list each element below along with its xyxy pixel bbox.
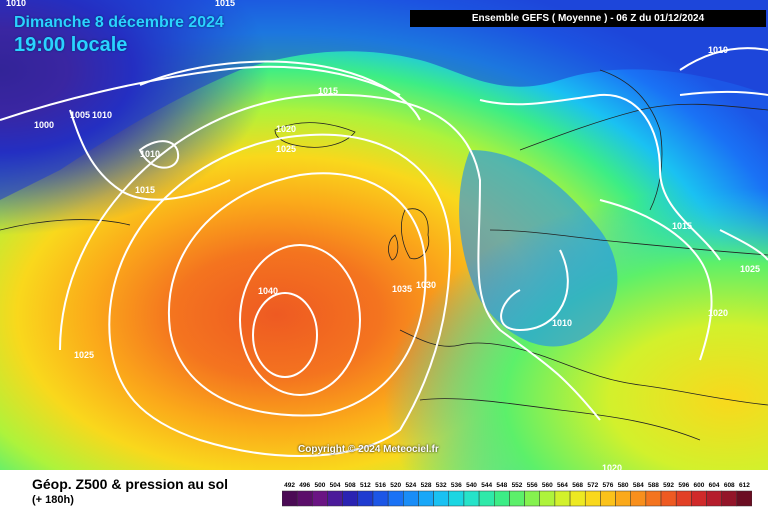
copyright-notice: Copyright © 2024 Meteociel.fr: [298, 444, 439, 455]
legend-swatch: [615, 490, 631, 507]
legend-swatch: [312, 490, 328, 507]
legend-swatch: [327, 490, 343, 507]
legend-swatch: [721, 490, 738, 507]
legend-swatch: [372, 490, 389, 507]
isobars: [0, 47, 768, 457]
forecast-date: Dimanche 8 décembre 2024: [14, 14, 224, 31]
legend-swatch: [387, 490, 404, 507]
legend-swatch: [569, 490, 586, 507]
legend-label: 592: [663, 482, 674, 489]
legend-swatch: [554, 490, 571, 507]
isobar-label: 1000: [34, 120, 54, 130]
isobar-label: 1020: [602, 463, 622, 470]
legend-swatch: [736, 490, 752, 507]
legend-label: 496: [299, 482, 310, 489]
legend-swatch: [463, 490, 480, 507]
legend-swatch: [494, 490, 510, 507]
isobar-labels: 1010 1015 1000 1005 1010 1010 1015 1015 …: [6, 0, 760, 470]
model-run-label: Ensemble GEFS ( Moyenne ) - 06 Z du 01/1…: [410, 10, 766, 27]
isobar-label: 1040: [258, 286, 278, 296]
legend-label: 508: [345, 482, 356, 489]
legend-label: 556: [527, 482, 538, 489]
legend-label: 608: [724, 482, 735, 489]
legend-label: 552: [512, 482, 523, 489]
isobar-label: 1010: [6, 0, 26, 8]
isobar-label: 1015: [135, 185, 155, 195]
legend-label: 536: [451, 482, 462, 489]
legend-swatch: [524, 490, 540, 507]
northern-trough: [0, 0, 768, 200]
legend-label: 596: [678, 482, 689, 489]
legend-swatch: [675, 490, 692, 507]
isobar-label: 1005: [70, 110, 90, 120]
legend-swatch: [584, 490, 601, 507]
legend-label: 612: [739, 482, 750, 489]
isobar-label: 1015: [318, 86, 338, 96]
legend-label: 540: [466, 482, 477, 489]
legend-label: 568: [572, 482, 583, 489]
legend-label: 564: [557, 482, 568, 489]
europe-trough: [459, 150, 618, 347]
isobar-label: 1035: [392, 284, 412, 294]
legend-swatch: [539, 490, 556, 507]
forecast-range: (+ 180h): [32, 494, 74, 506]
legend-label: 500: [314, 482, 325, 489]
isobar-label: 1020: [708, 308, 728, 318]
legend-swatch: [357, 490, 374, 507]
legend-swatch: [418, 490, 434, 507]
map-title: Géop. Z500 & pression au sol: [32, 476, 229, 492]
legend-label: 572: [587, 482, 598, 489]
legend-swatch: [509, 490, 525, 507]
legend-swatch: [691, 490, 707, 507]
legend-label: 576: [603, 482, 614, 489]
isobar-label: 1015: [672, 221, 692, 231]
isobar-label: 1015: [215, 0, 235, 8]
legend-swatch: [296, 490, 313, 507]
color-legend: 492 496 500 504 508 512 516 520 524 528 532 536 540 5…: [282, 482, 752, 507]
forecast-time: 19:00 locale: [14, 34, 128, 56]
isobar-label: 1030: [416, 280, 436, 290]
isobar-label: 1010: [92, 110, 112, 120]
legend-swatch: [342, 490, 359, 507]
legend-swatch: [600, 490, 616, 507]
legend-swatch: [630, 490, 647, 507]
legend-label: 524: [405, 482, 416, 489]
isobar-label: 1020: [276, 124, 296, 134]
isobar-label: 1010: [552, 318, 572, 328]
legend-swatch: [706, 490, 722, 507]
legend-label: 532: [436, 482, 447, 489]
legend-swatch: [645, 490, 662, 507]
isobar-label: 1025: [74, 350, 94, 360]
legend-label: 504: [330, 482, 341, 489]
legend-swatch: [282, 490, 298, 507]
legend-label: 560: [542, 482, 553, 489]
legend-label: 516: [375, 482, 386, 489]
legend-label: 492: [284, 482, 295, 489]
legend-swatch: [433, 490, 450, 507]
legend-swatch: [660, 490, 677, 507]
legend-label: 580: [618, 482, 629, 489]
isobar-label: 1010: [140, 149, 160, 159]
legend-label: 588: [648, 482, 659, 489]
legend-label: 512: [360, 482, 371, 489]
legend-label: 548: [496, 482, 507, 489]
legend-label: 528: [421, 482, 432, 489]
geopotential-map: 1010 1015 1000 1005 1010 1010 1015 1015 …: [0, 0, 768, 470]
legend-swatch: [478, 490, 495, 507]
legend-label: 604: [709, 482, 720, 489]
legend-swatch: [448, 490, 465, 507]
legend-label: 544: [481, 482, 492, 489]
legend-label: 520: [390, 482, 401, 489]
legend-swatch: [403, 490, 419, 507]
legend-label: 584: [633, 482, 644, 489]
isobar-label: 1025: [276, 144, 296, 154]
legend-label: 600: [694, 482, 705, 489]
isobar-label: 1025: [740, 264, 760, 274]
isobar-label: 1010: [708, 45, 728, 55]
